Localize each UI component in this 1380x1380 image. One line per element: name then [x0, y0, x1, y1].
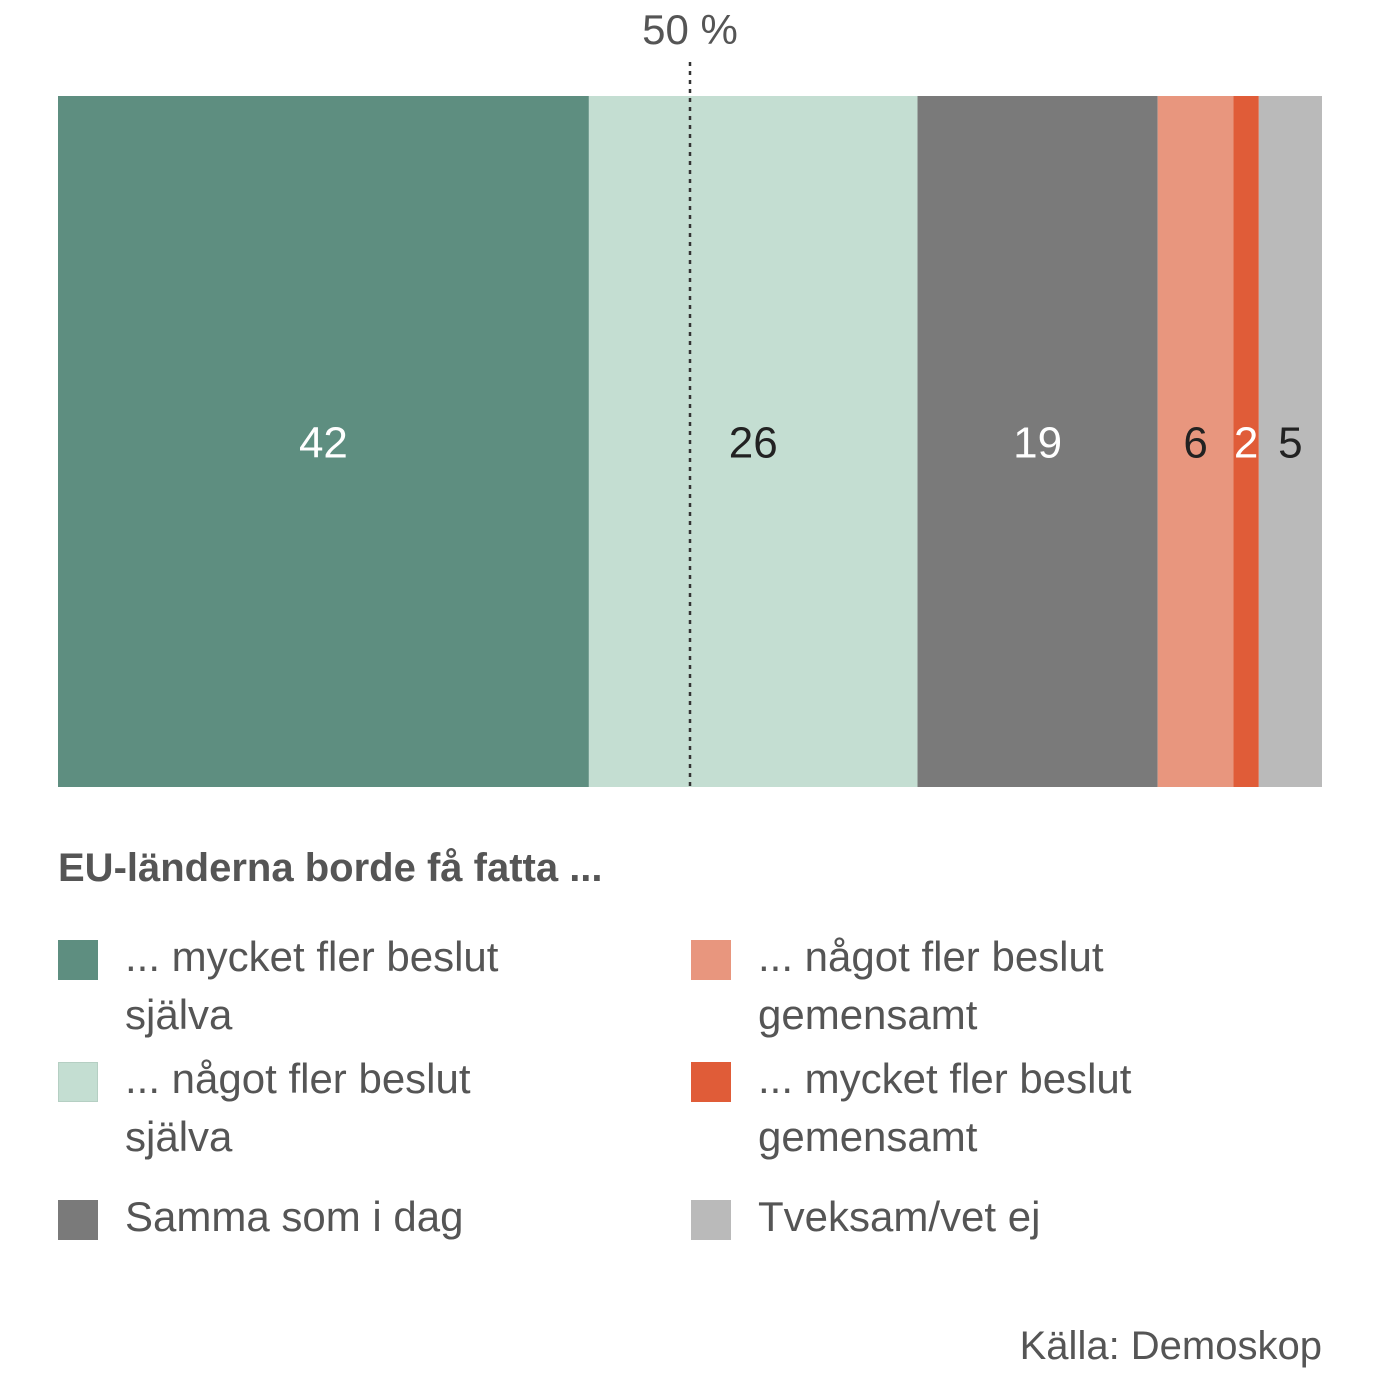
legend-label: Samma som i dag	[125, 1193, 464, 1240]
legend-swatch	[58, 1062, 98, 1102]
bar-segment-label-5: 5	[1278, 419, 1302, 468]
legend-swatch	[58, 1200, 98, 1240]
legend-label: ... något fler beslut själva	[125, 1055, 471, 1160]
bar-segment-label-4: 2	[1234, 419, 1258, 468]
bar-segment-2	[917, 96, 1158, 787]
bar-segment-0	[58, 96, 589, 787]
legend-label: ... mycket fler beslut själva	[125, 933, 499, 1038]
legend-swatch	[691, 1062, 731, 1102]
bar-segment-4	[1233, 96, 1259, 787]
legend-swatch	[691, 1200, 731, 1240]
source-note: Källa: Demoskop	[1019, 1324, 1322, 1368]
legend-swatch	[58, 940, 98, 980]
bar-segment-label-2: 19	[1013, 419, 1062, 468]
bar-segment-1	[588, 96, 918, 787]
legend-label: ... mycket fler beslut gemensamt	[758, 1055, 1132, 1160]
legend-label: ... något fler beslut gemensamt	[758, 933, 1104, 1038]
bar-segment-label-3: 6	[1183, 419, 1207, 468]
stacked-bar-chart: 42 26 19 6 2 5 50 %	[58, 6, 1322, 787]
reference-line-label: 50 %	[642, 6, 738, 53]
bar-segment-label-0: 42	[299, 419, 348, 468]
bar-segment-3	[1157, 96, 1234, 787]
bar-segment-label-1: 26	[729, 419, 778, 468]
legend-label: Tveksam/vet ej	[758, 1193, 1041, 1240]
legend-swatch	[691, 940, 731, 980]
bar-segment-5	[1258, 96, 1322, 787]
bar-segment-labels: 42 26 19 6 2 5	[299, 419, 1303, 468]
legend-title: EU-länderna borde få fatta ...	[58, 846, 603, 890]
bar-segments	[58, 96, 1322, 787]
